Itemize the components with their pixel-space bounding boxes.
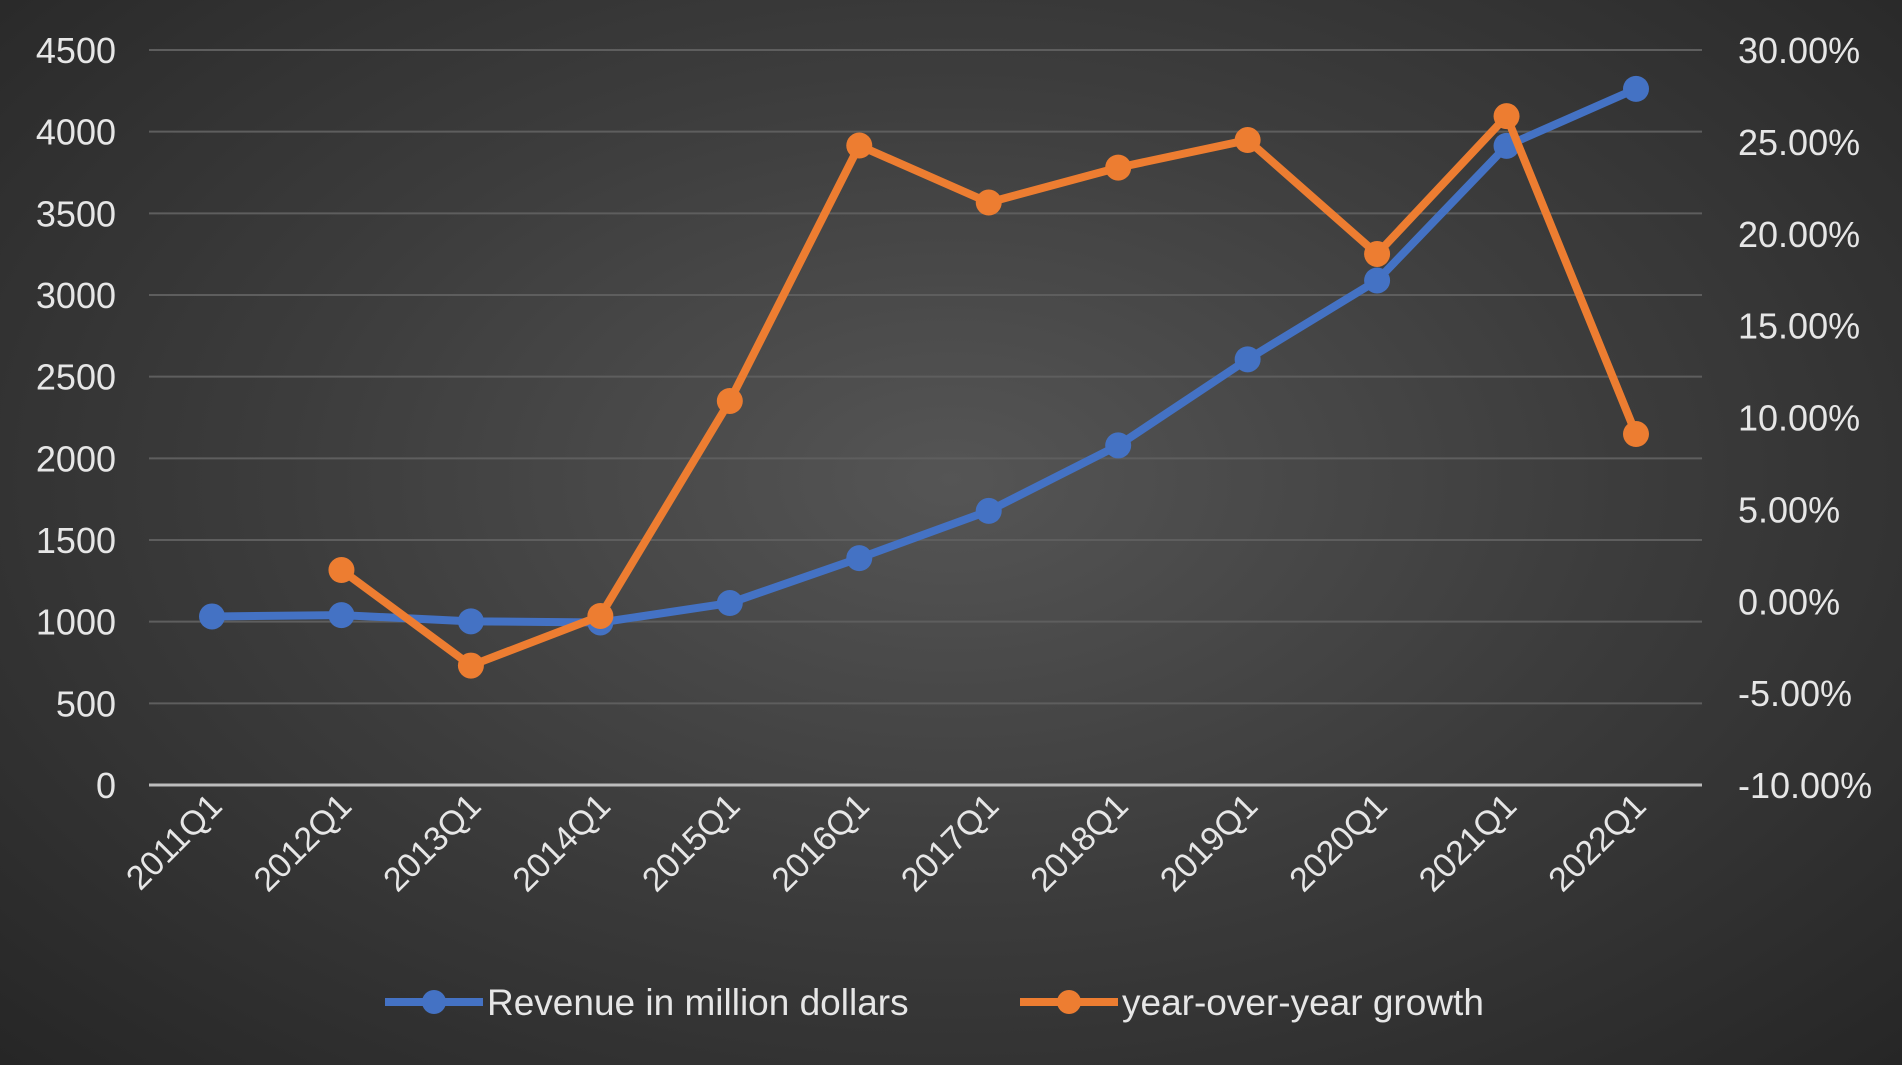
right-axis-tick: 15.00% xyxy=(1738,306,1860,347)
data-point xyxy=(587,602,614,629)
x-axis-tick: 2017Q1 xyxy=(894,787,1006,899)
data-point xyxy=(457,652,484,679)
data-point xyxy=(1623,75,1649,102)
legend-label: year-over-year growth xyxy=(1122,982,1484,1023)
data-point xyxy=(457,608,484,635)
x-axis-tick: 2019Q1 xyxy=(1153,787,1265,899)
left-axis-tick: 2000 xyxy=(36,438,116,479)
x-axis-tick: 2013Q1 xyxy=(376,787,488,899)
data-point xyxy=(1234,346,1261,373)
data-point xyxy=(975,189,1002,216)
data-point xyxy=(1364,267,1391,294)
right-axis-tick: 20.00% xyxy=(1738,214,1860,255)
right-axis-tick: 10.00% xyxy=(1738,398,1860,439)
left-axis-tick: 500 xyxy=(56,683,116,724)
data-point xyxy=(1105,154,1132,181)
data-point xyxy=(846,545,873,572)
data-point xyxy=(1234,127,1261,154)
right-axis-tick: -5.00% xyxy=(1738,673,1852,714)
left-axis-tick: 2500 xyxy=(36,357,116,398)
left-axis-tick: 4000 xyxy=(36,112,116,153)
data-point xyxy=(846,132,873,159)
data-point xyxy=(328,602,355,629)
right-axis-tick: -10.00% xyxy=(1738,765,1872,806)
x-axis-tick: 2021Q1 xyxy=(1412,787,1524,899)
data-point xyxy=(975,497,1002,524)
legend-label: Revenue in million dollars xyxy=(487,982,909,1023)
data-point xyxy=(328,557,355,584)
x-axis-tick: 2022Q1 xyxy=(1541,787,1653,899)
x-axis-tick: 2016Q1 xyxy=(764,787,876,899)
left-axis-tick: 4500 xyxy=(36,30,116,71)
data-point xyxy=(1623,421,1649,448)
data-point xyxy=(716,590,743,617)
data-point xyxy=(716,387,743,414)
x-axis-tick: 2012Q1 xyxy=(247,787,359,899)
x-axis-tick: 2020Q1 xyxy=(1282,787,1394,899)
right-axis-tick: 5.00% xyxy=(1738,489,1840,530)
data-point xyxy=(1493,103,1520,130)
data-point xyxy=(1105,432,1132,459)
data-point xyxy=(1364,240,1391,267)
left-axis-tick: 3000 xyxy=(36,275,116,316)
x-axis-tick: 2014Q1 xyxy=(506,787,618,899)
legend-marker xyxy=(1057,990,1081,1014)
left-axis-tick: 3500 xyxy=(36,193,116,234)
x-axis-tick: 2018Q1 xyxy=(1023,787,1135,899)
legend-marker xyxy=(422,990,446,1014)
x-axis-tick: 2015Q1 xyxy=(635,787,747,899)
left-axis-tick: 1000 xyxy=(36,602,116,643)
left-axis-tick: 0 xyxy=(96,765,116,806)
left-axis-tick: 1500 xyxy=(36,520,116,561)
data-point xyxy=(199,603,225,630)
right-axis-tick: 25.00% xyxy=(1738,122,1860,163)
series-line-revenue xyxy=(211,85,1638,627)
right-axis-tick: 30.00% xyxy=(1738,30,1860,71)
right-axis-tick: 0.00% xyxy=(1738,581,1840,622)
x-axis-tick: 2011Q1 xyxy=(119,787,230,898)
